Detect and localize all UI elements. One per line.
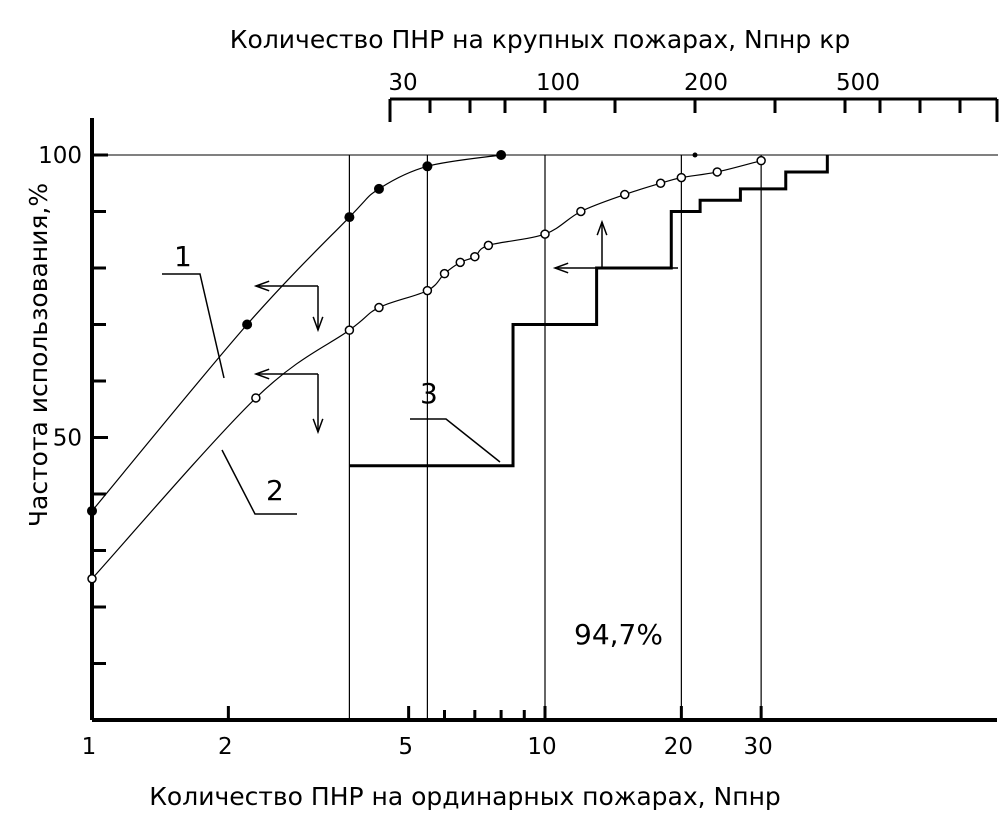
- ticks: 50 100 1 2 5 10 20 30 30 100 200 500: [38, 70, 962, 760]
- arrow-left-1-head: [253, 280, 270, 292]
- y-tick-label: 50: [53, 426, 82, 452]
- grid: [348, 155, 762, 720]
- series-1-point: [373, 183, 384, 194]
- x-tick-label: 10: [527, 734, 556, 760]
- series-2-point: [344, 325, 355, 335]
- top-tick-label: 500: [836, 70, 880, 96]
- series-label-3: 3: [420, 377, 438, 410]
- series-2-point: [455, 257, 465, 268]
- top-tick-label: 30: [388, 70, 417, 96]
- leader-3: [410, 418, 501, 463]
- series-2-point: [676, 172, 687, 183]
- percent-annotation: 94,7%: [574, 618, 663, 651]
- leader-2: [221, 449, 297, 515]
- frame: [90, 97, 999, 722]
- arrow-left-2-head: [253, 368, 270, 380]
- series-2-point: [756, 155, 766, 166]
- series-label-2: 2: [266, 474, 284, 507]
- x-tick-label: 20: [664, 734, 693, 760]
- y-tick-label: 100: [38, 143, 82, 169]
- arrow-up-3-head: [596, 219, 608, 236]
- series-2-point: [470, 251, 480, 262]
- x-tick-label: 2: [218, 734, 233, 760]
- bottom-axis-title: Количество ПНР на ординарных пожарах, Nп…: [149, 782, 781, 811]
- series-2-point: [87, 574, 97, 584]
- leader-1: [162, 273, 225, 379]
- series-label-1: 1: [174, 240, 192, 273]
- top-axis-title: Количество ПНР на крупных пожарах, Nпнр …: [230, 25, 850, 54]
- x-tick-label: 30: [743, 734, 772, 760]
- series-2-point: [439, 268, 450, 279]
- series-2-point: [374, 302, 384, 313]
- leader-lines: [162, 219, 678, 515]
- series-1-point: [496, 150, 507, 160]
- series-1-point: [344, 212, 355, 223]
- series-2-point: [712, 167, 722, 177]
- series-1-point: [87, 505, 97, 516]
- series-1-line: [91, 154, 502, 512]
- top-tick-label: 200: [684, 70, 728, 96]
- series-2-line: [91, 160, 762, 580]
- series-1-point: [242, 319, 253, 330]
- series-2-point: [655, 178, 666, 188]
- top-tick-label: 100: [536, 70, 580, 96]
- series-3-step-line: [349, 155, 829, 468]
- x-tick-label: 5: [398, 734, 413, 760]
- x-tick-label: 1: [82, 734, 97, 760]
- series-2-point: [422, 285, 433, 296]
- arrow-left-3-head: [552, 262, 569, 274]
- series-2-point: [251, 393, 261, 403]
- series-2-point: [576, 206, 586, 217]
- series-1-point: [422, 161, 433, 172]
- series: [87, 150, 829, 584]
- arrow-down-2-head: [312, 418, 324, 435]
- series-2-point: [483, 240, 494, 251]
- series-2-point: [620, 189, 630, 200]
- top-grid-dot: [692, 152, 698, 158]
- series-2-point: [540, 229, 550, 239]
- arrow-down-1-head: [312, 316, 324, 333]
- y-axis-title: Частота использования,%: [24, 183, 53, 527]
